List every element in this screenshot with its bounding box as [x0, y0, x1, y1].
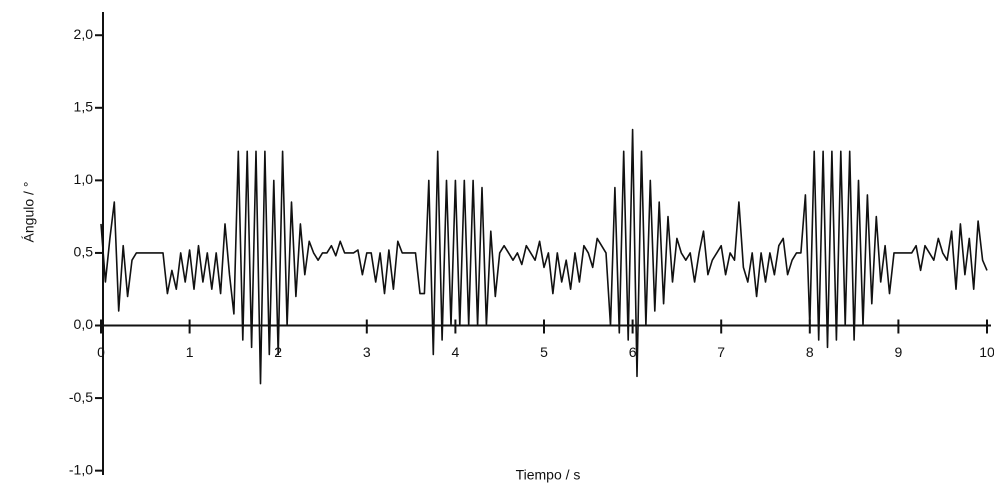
x-tick-label: 0	[97, 344, 105, 360]
x-tick-label: 1	[186, 344, 194, 360]
x-tick-label: 3	[363, 344, 371, 360]
y-tick-label: -1,0	[69, 461, 93, 477]
y-tick-label: -0,5	[69, 389, 93, 405]
x-tick-label: 5	[540, 344, 548, 360]
y-tick-label: 0,0	[74, 316, 94, 332]
y-axis-label: Ángulo / °	[21, 182, 37, 243]
y-tick-label: 1,0	[74, 171, 94, 187]
y-tick-label: 1,5	[74, 98, 94, 114]
x-tick-label: 7	[717, 344, 725, 360]
x-tick-label: 4	[452, 344, 460, 360]
x-tick-label: 8	[806, 344, 814, 360]
y-tick-label: 0,5	[74, 244, 94, 260]
data-line	[100, 128, 988, 385]
x-tick-label: 6	[629, 344, 637, 360]
x-tick-label: 9	[895, 344, 903, 360]
x-tick-label: 10	[979, 344, 994, 360]
x-axis-label: Tiempo / s	[516, 467, 581, 483]
y-tick-label: 2,0	[74, 26, 94, 42]
